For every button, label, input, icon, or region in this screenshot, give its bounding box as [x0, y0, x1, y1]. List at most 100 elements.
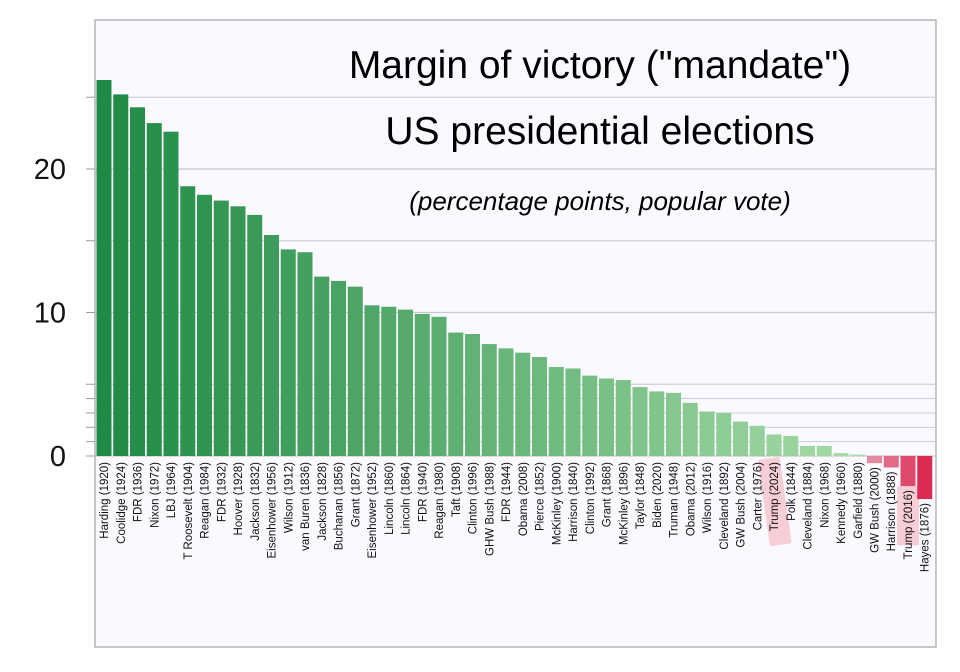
bar-reagan-1980: [431, 316, 447, 456]
bar-mckinley-1900: [548, 367, 564, 456]
category-label: Garfield (1880): [853, 462, 865, 539]
category-label: van Buren (1836): [300, 462, 312, 551]
category-label: Hayes (1876): [920, 503, 932, 572]
category-label: Carter (1976): [752, 462, 764, 531]
bar-clinton-1996: [465, 334, 480, 456]
bar-buchanan-1856: [331, 280, 346, 456]
category-label: GW Bush (2000): [870, 467, 882, 553]
category-label: Taylor (1848): [635, 462, 647, 529]
bar-taft-1908: [448, 332, 464, 456]
bar-fdr-1940: [414, 313, 430, 456]
category-label: Jackson (1832): [250, 462, 262, 541]
category-label: Harrison (1840): [568, 462, 580, 542]
bar-truman-1948: [666, 392, 681, 456]
bar-coolidge-1924: [113, 94, 129, 456]
category-label: Reagan (1984): [200, 462, 212, 539]
bar-polk-1844: [783, 435, 799, 456]
bar-carter-1976: [749, 425, 765, 456]
category-label: FDR (1932): [216, 462, 228, 522]
category-label: Trump (2024): [769, 462, 781, 531]
bar-nixon-1972: [146, 123, 162, 456]
bar-eisenhower-1952: [364, 305, 380, 456]
category-label: Truman (1948): [669, 462, 681, 538]
bar-hoover-1928: [230, 206, 246, 456]
bar-obama-2012: [682, 402, 698, 456]
category-label: Lincoln (1860): [384, 462, 396, 535]
category-label: Obama (2012): [685, 462, 697, 536]
category-label: FDR (1940): [417, 462, 429, 522]
bar-gw-bush-2000: [867, 456, 882, 464]
bar-lbj-1964: [163, 131, 179, 456]
bar-lincoln-1864: [398, 309, 413, 456]
category-label: Cleveland (1892): [719, 462, 731, 550]
y-tick-label-10: 10: [34, 298, 66, 330]
category-label: Jackson (1828): [317, 462, 329, 541]
bar-fdr-1932: [213, 200, 229, 456]
category-label: McKinley (1900): [551, 462, 563, 545]
bar-clinton-1992: [582, 375, 598, 456]
category-label: Grant (1868): [602, 462, 614, 527]
category-label: Obama (2008): [518, 462, 530, 536]
y-tick-label-20: 20: [34, 154, 66, 186]
category-label: Trump (2016): [903, 490, 915, 559]
bar-gw-bush-2004: [733, 421, 748, 456]
bar-harrison-1840: [565, 368, 581, 456]
bar-nixon-1968: [816, 445, 832, 456]
category-label: Grant (1872): [350, 462, 362, 527]
category-label: Harrison (1888): [886, 471, 898, 551]
highlight-trump-2016-: [897, 486, 919, 546]
bar-grant-1868: [599, 378, 614, 456]
bar-jackson-1828: [314, 276, 330, 456]
bars-group: [96, 80, 933, 500]
category-label: Lincoln (1864): [401, 462, 413, 535]
bar-mckinley-1896: [615, 379, 631, 456]
category-label: Kennedy (1960): [836, 462, 848, 544]
bar-taylor-1848: [632, 387, 648, 456]
bar-trump-2016: [900, 456, 916, 487]
category-label: GHW Bush (1988): [484, 462, 496, 556]
bar-reagan-1984: [197, 194, 212, 456]
bar-biden-2020: [649, 391, 665, 456]
chart-title: Margin of victory ("mandate"): [349, 44, 851, 87]
category-label: Nixon (1968): [819, 462, 831, 528]
bar-eisenhower-1956: [264, 235, 279, 456]
category-label: Pierce (1852): [535, 462, 547, 531]
bar-garfield-1880: [850, 454, 866, 456]
category-label: Cleveland (1884): [803, 462, 815, 550]
bar-t-roosevelt-1904: [180, 186, 196, 456]
category-label: Polk (1844): [786, 462, 798, 521]
category-label: GW Bush (2004): [736, 462, 748, 548]
category-label: Buchanan (1856): [334, 462, 346, 550]
bar-van-buren-1836: [297, 252, 313, 456]
category-label: Biden (2020): [652, 462, 664, 528]
category-label: Clinton (1992): [585, 462, 597, 534]
chart-note: (percentage points, popular vote): [409, 186, 791, 216]
bar-grant-1872: [347, 286, 363, 456]
bar-cleveland-1884: [800, 445, 815, 456]
category-label: Hoover (1928): [233, 462, 245, 536]
bar-fdr-1944: [498, 348, 514, 456]
bar-wilson-1912: [280, 249, 296, 456]
category-label: LBJ (1964): [166, 462, 178, 518]
category-label: Coolidge (1924): [116, 462, 128, 544]
category-labels: Harding (1920) Coolidge (1924) FDR (1936) N…: [99, 462, 932, 572]
category-label: FDR (1944): [501, 462, 513, 522]
highlight-group: [758, 457, 919, 546]
category-label: Eisenhower (1956): [267, 462, 279, 559]
bar-lincoln-1860: [381, 306, 397, 456]
highlight-trump-2024-: [758, 457, 792, 546]
category-label: Reagan (1980): [434, 462, 446, 539]
bar-pierce-1852: [532, 356, 547, 456]
category-label: Eisenhower (1952): [367, 462, 379, 559]
category-label: Harding (1920): [99, 462, 111, 539]
bar-cleveland-1892: [716, 412, 732, 456]
bar-trump-2024: [766, 434, 782, 456]
bar-obama-2008: [515, 352, 531, 456]
bar-ghw-bush-1988: [481, 344, 497, 456]
bar-wilson-1916: [699, 411, 715, 456]
bar-kennedy-1960: [833, 453, 849, 456]
category-label: McKinley (1896): [618, 462, 630, 545]
bar-fdr-1936: [130, 107, 145, 457]
category-label: Nixon (1972): [149, 462, 161, 528]
